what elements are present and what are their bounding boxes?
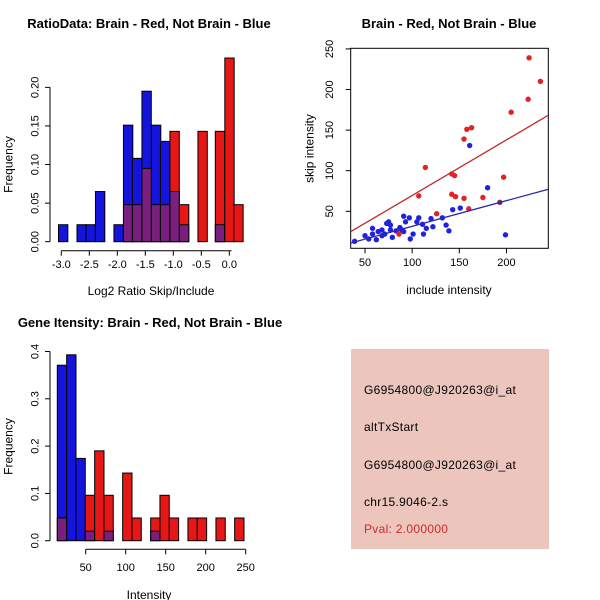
gene-intensity-histogram-plot: 0.0 0.1 0.2 0.3 0.4 50 100 150 200 250 — [30, 344, 255, 574]
svg-text:50: 50 — [80, 562, 92, 574]
svg-text:200: 200 — [197, 562, 215, 574]
svg-text:-1.0: -1.0 — [164, 259, 183, 271]
gene-info-box: G6954800@J920263@i_at altTxStart G695480… — [351, 349, 549, 549]
alt-event-type-text: altTxStart — [364, 420, 419, 434]
svg-text:150: 150 — [450, 257, 468, 269]
svg-text:150: 150 — [157, 562, 175, 574]
probe-id-text: G6954800@J920263@i_at — [364, 383, 517, 397]
svg-text:0.15: 0.15 — [30, 115, 42, 136]
chromosome-location-text: chr15.9046-2.s — [364, 495, 449, 509]
svg-text:0.3: 0.3 — [30, 391, 42, 406]
svg-text:-3.0: -3.0 — [52, 259, 71, 271]
svg-text:250: 250 — [237, 562, 255, 574]
svg-text:-2.5: -2.5 — [80, 259, 99, 271]
svg-text:-0.5: -0.5 — [192, 259, 211, 271]
svg-text:-1.5: -1.5 — [136, 259, 155, 271]
ratio-histogram-x-axis-label: Log2 Ratio Skip/Include — [87, 284, 215, 298]
gene-histogram-title: Gene Itensity: Brain - Red, Not Brain - … — [17, 315, 283, 330]
ratio-histogram-plot: 0.00 0.05 0.10 0.15 0.20 -3.0 -2.5 -2.0 -1.5 -1.0… — [30, 57, 244, 271]
svg-text:0.2: 0.2 — [30, 438, 42, 453]
svg-text:0.0: 0.0 — [30, 533, 42, 548]
svg-text:250: 250 — [324, 40, 336, 58]
svg-text:150: 150 — [324, 121, 336, 139]
gene-histogram-x-axis-label: Intensity — [126, 588, 172, 600]
svg-text:100: 100 — [117, 562, 135, 574]
svg-text:100: 100 — [324, 162, 336, 180]
svg-text:200: 200 — [497, 257, 515, 269]
svg-text:0.4: 0.4 — [30, 344, 42, 359]
svg-text:100: 100 — [403, 257, 421, 269]
svg-text:0.1: 0.1 — [30, 486, 42, 501]
svg-text:200: 200 — [324, 80, 336, 98]
probe-id-text-2: G6954800@J920263@i_at — [364, 458, 517, 472]
svg-text:-2.0: -2.0 — [108, 259, 127, 271]
ratio-histogram-title: RatioData: Brain - Red, Not Brain - Blue — [27, 16, 271, 31]
svg-text:0.10: 0.10 — [30, 154, 42, 175]
svg-text:0.00: 0.00 — [30, 231, 42, 252]
svg-text:0.05: 0.05 — [30, 192, 42, 213]
svg-text:0.0: 0.0 — [222, 259, 237, 271]
svg-text:50: 50 — [359, 257, 371, 269]
intensity-scatter-plot: 50 100 150 200 250 50 100 150 200 — [324, 40, 549, 269]
pval-text: Pval: 2.000000 — [364, 522, 449, 536]
scatter-x-axis-label: include intensity — [406, 283, 492, 297]
scatter-title: Brain - Red, Not Brain - Blue — [361, 16, 537, 31]
svg-text:0.20: 0.20 — [30, 77, 42, 98]
svg-text:50: 50 — [324, 205, 336, 217]
